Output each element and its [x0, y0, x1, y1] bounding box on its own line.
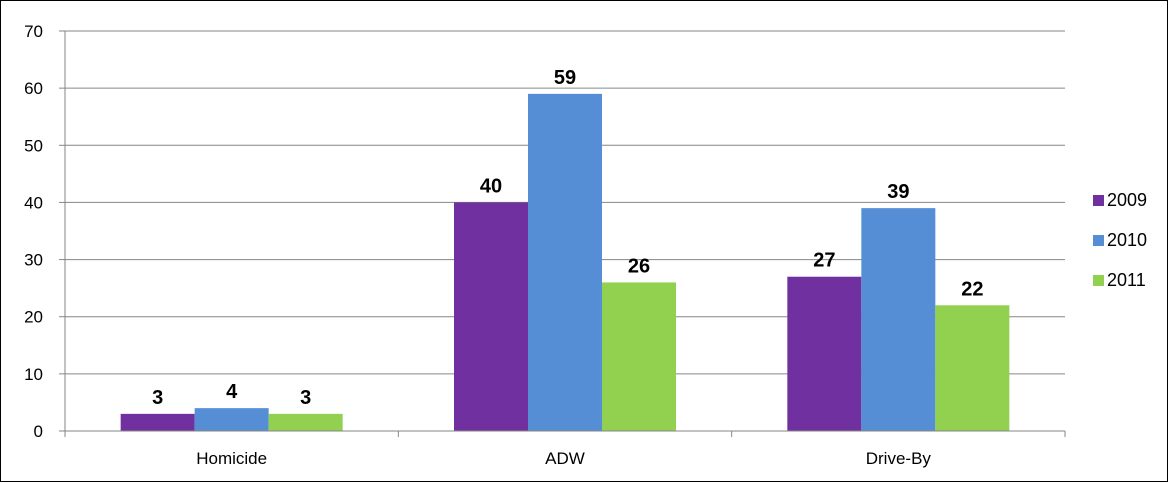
- data-label: 3: [300, 387, 311, 409]
- bar-2011-drive-by: [935, 305, 1010, 431]
- legend-label: 2009: [1107, 190, 1147, 210]
- legend-swatch-2011: [1093, 275, 1104, 286]
- y-tick-label: 30: [24, 251, 43, 270]
- y-tick-label: 50: [24, 136, 43, 155]
- legend: 2009 2010 2011: [1093, 190, 1147, 290]
- data-label: 59: [554, 67, 576, 89]
- axes: 0 10 20 30 40 50 60 70 Homicide ADW Drive-By: [24, 22, 1066, 468]
- y-tick-label: 60: [24, 79, 43, 98]
- y-tick-label: 0: [34, 422, 43, 441]
- data-label: 22: [961, 278, 983, 300]
- data-label: 26: [628, 255, 650, 277]
- legend-swatch-2009: [1093, 195, 1104, 206]
- bar-2010-drive-by: [861, 208, 936, 431]
- legend-label: 2011: [1107, 270, 1146, 290]
- x-category-label: ADW: [545, 449, 585, 468]
- data-labels: 3 4 3 40 59 26 27 39 22: [152, 67, 983, 409]
- data-label: 3: [152, 387, 163, 409]
- legend-swatch-2010: [1093, 235, 1104, 246]
- bars: [120, 93, 1010, 431]
- data-label: 40: [480, 175, 502, 197]
- bar-2009-homicide: [120, 413, 195, 431]
- y-tick-label: 70: [24, 22, 43, 41]
- data-label: 4: [226, 381, 238, 403]
- y-tick-label: 20: [24, 308, 43, 327]
- y-tick-label: 40: [24, 193, 43, 212]
- bar-2010-adw: [528, 93, 602, 431]
- data-label: 39: [887, 181, 909, 203]
- bar-2009-drive-by: [787, 276, 862, 431]
- bar-2011-homicide: [268, 413, 343, 431]
- legend-label: 2010: [1107, 230, 1147, 250]
- bar-2009-adw: [454, 202, 528, 431]
- y-tick-label: 10: [24, 365, 43, 384]
- bar-2010-homicide: [194, 408, 269, 431]
- x-category-label: Homicide: [196, 449, 267, 468]
- x-category-label: Drive-By: [866, 449, 932, 468]
- data-label: 27: [813, 250, 835, 272]
- bar-2011-adw: [602, 282, 676, 431]
